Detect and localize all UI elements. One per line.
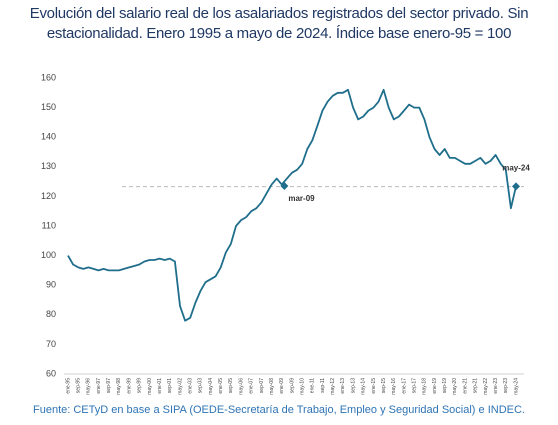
x-tick-label: sep-13 [350,378,356,394]
x-tick-label: sep-03 [198,378,204,394]
x-tick-label: ene-13 [340,378,346,394]
y-tick-label: 80 [46,309,56,319]
x-tick-label: may-04 [208,378,214,395]
x-tick-label: sep-23 [503,378,509,394]
source-note: Fuente: CETyD en base a SIPA (OEDE-Secre… [33,404,525,416]
annotation-marker [512,182,520,191]
x-tick-label: sep-21 [473,378,479,394]
x-tick-label: ene-01 [157,378,163,394]
x-tick-label: sep-01 [167,378,173,394]
y-tick-label: 60 [46,368,56,378]
x-tick-label: ene-17 [401,378,407,394]
x-tick-label: sep-15 [381,378,387,394]
series-line [67,88,517,322]
y-tick-label: 100 [41,250,56,260]
x-tick-label: sep-99 [137,378,143,394]
x-tick-label: ene-11 [310,378,316,393]
y-tick-label: 150 [41,102,56,112]
x-tick-label: may-08 [269,378,275,395]
y-tick-label: 70 [46,339,56,349]
x-tick-label: may-06 [238,378,244,395]
x-tick-label: may-12 [330,378,336,395]
x-tick-label: ene-15 [371,378,377,394]
x-tick-label: ene-19 [432,378,438,394]
x-tick-label: ene-05 [218,378,224,394]
y-tick-label: 130 [41,161,56,171]
annotation-label: mar-09 [288,194,315,203]
x-tick-label: may-98 [116,378,122,395]
x-tick-label: sep-95 [76,378,82,394]
x-tick-label: sep-07 [259,378,265,394]
x-tick-label: may-96 [86,378,92,395]
x-tick-label: sep-05 [228,378,234,394]
x-tick-label: may-20 [452,378,458,395]
y-tick-label: 110 [42,220,56,230]
x-tick-label: may-18 [422,378,428,395]
x-tick-label: may-24 [513,378,519,395]
x-tick-label: may-02 [177,378,183,395]
x-tick-label: sep-09 [289,378,295,394]
annotation-marker [280,182,289,191]
y-tick-label: 120 [41,191,56,201]
x-tick-label: may-10 [300,378,306,395]
x-tick-label: may-00 [147,378,153,395]
x-tick-label: sep-17 [412,378,418,394]
x-tick-label: ene-99 [126,378,132,394]
annotation-label: may-24 [502,163,530,172]
x-tick-label: ene-95 [65,378,71,394]
x-tick-label: ene-07 [249,378,255,394]
x-tick-label: ene-21 [462,378,468,394]
x-tick-label: sep-11 [320,378,326,393]
x-tick-label: sep-97 [106,378,112,394]
y-tick-label: 160 [41,72,56,82]
x-tick-label: may-22 [483,378,489,395]
chart: 60 70 80 90 100 110 120 130 140 150 160 ene-95 sep-9… [41,72,530,395]
chart-title: Evolución del salario real de los asalar… [29,5,529,42]
y-tick-label: 140 [41,132,56,142]
x-tick-label: ene-03 [188,378,194,394]
x-tick-label: ene-97 [96,378,102,394]
x-tick-label: sep-19 [442,378,448,394]
x-tick-label: may-14 [361,378,367,395]
y-tick-label: 90 [46,280,56,290]
x-tick-label: ene-09 [279,378,285,394]
x-tick-label: ene-23 [493,378,499,394]
x-tick-label: may-16 [391,378,397,395]
